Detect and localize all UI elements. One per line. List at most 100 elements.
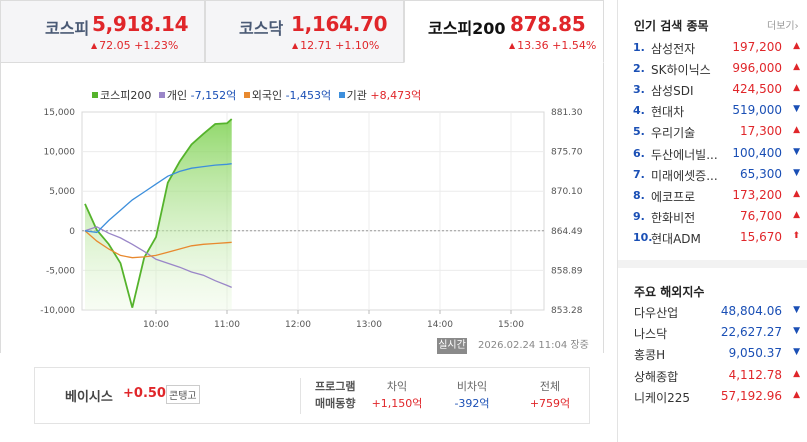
stock-price: 996,000 xyxy=(732,61,782,76)
rank-number: 10. xyxy=(633,230,653,244)
popular-item[interactable]: 6. 두산에너빌... 100,400 ▼ xyxy=(618,144,807,165)
legend-foreign[interactable]: 외국인 -1,453억 xyxy=(243,89,331,102)
legend-individual[interactable]: 개인 -7,152억 xyxy=(158,89,237,102)
stock-name[interactable]: 현대ADM xyxy=(651,231,701,246)
stock-name[interactable]: SK하이닉스 xyxy=(651,63,711,78)
tab-kosdaq[interactable]: 코스닥 1,164.70 ▲ 12.71 +1.10% xyxy=(205,0,404,63)
timestamp: 2026.02.24 11:04 장중 xyxy=(478,340,589,351)
legend-kospi200-name: 코스피200 xyxy=(100,89,152,102)
overseas-title: 주요 해외지수 xyxy=(634,285,705,299)
overseas-item[interactable]: 다우산업 48,804.06 ▼ xyxy=(618,302,807,323)
index-price: 9,050.37 xyxy=(728,346,782,361)
popular-item[interactable]: 5. 우리기술 17,300 ▲ xyxy=(618,122,807,143)
basis-label: 베이시스 xyxy=(65,390,113,405)
up-triangle-icon: ▲ xyxy=(793,209,800,220)
legend-institution-value: +8,473억 xyxy=(370,89,422,102)
rank-number: 8. xyxy=(633,188,645,202)
up-triangle-icon: ▲ xyxy=(793,188,800,199)
popular-item[interactable]: 10. 현대ADM 15,670 ⬆ xyxy=(618,228,807,249)
index-name: 다우산업 xyxy=(634,306,679,320)
down-triangle-icon: ▼ xyxy=(793,104,800,115)
tab-kospi-pct: +1.23% xyxy=(134,39,179,52)
stock-name[interactable]: 우리기술 xyxy=(651,126,696,141)
up-triangle-icon: ▲ xyxy=(91,41,98,50)
tab-kospi200-change: ▲ 13.36 +1.54% xyxy=(509,39,596,52)
left-tick-label: -5,000 xyxy=(46,266,75,276)
legend-swatch xyxy=(92,92,98,98)
program-label-line1: 프로그램 xyxy=(315,380,356,393)
left-tick-label: 15,000 xyxy=(44,108,76,118)
stock-name[interactable]: 삼성전자 xyxy=(651,42,696,56)
legend-institution[interactable]: 기관 +8,473억 xyxy=(338,89,422,102)
popular-item[interactable]: 9. 한화비전 76,700 ▲ xyxy=(618,207,807,228)
tab-kospi-change-value: 72.05 xyxy=(99,39,131,52)
tab-kospi-value: 5,918.14 xyxy=(92,12,189,36)
right-tick-label: 875.70 xyxy=(551,148,583,158)
tab-kospi[interactable]: 코스피 5,918.14 ▲ 72.05 +1.23% xyxy=(0,0,205,63)
chart-legend: 코스피200 개인 -7,152억 외국인 -1,453억 기관 +8,473억 xyxy=(92,87,425,103)
program-total-header: 전체 xyxy=(539,380,561,393)
up-triangle-icon: ▲ xyxy=(509,41,516,50)
legend-individual-value: -7,152억 xyxy=(190,89,237,102)
stock-name[interactable]: 미래에셋증... xyxy=(651,168,718,183)
realtime-label[interactable]: 실시간 xyxy=(437,338,467,354)
x-tick-label: 12:00 xyxy=(285,320,311,330)
stock-price: 173,200 xyxy=(732,187,782,202)
overseas-item[interactable]: 니케이225 57,192.96 ▲ xyxy=(618,387,807,408)
popular-item[interactable]: 2. SK하이닉스 996,000 ▲ xyxy=(618,59,807,80)
stock-name[interactable]: 두산에너빌... xyxy=(651,147,718,162)
up-triangle-icon: ▲ xyxy=(793,389,800,400)
rank-number: 9. xyxy=(633,209,645,223)
program-arbitrage-header: 차익 xyxy=(386,380,408,393)
index-price: 22,627.27 xyxy=(720,325,782,340)
program-label-line2: 매매동향 xyxy=(315,397,356,410)
overseas-item[interactable]: 상해종합 4,112.78 ▲ xyxy=(618,366,807,387)
popular-item[interactable]: 3. 삼성SDI 424,500 ▲ xyxy=(618,80,807,101)
more-link[interactable]: 더보기› xyxy=(767,17,799,32)
stock-name[interactable]: 삼성SDI xyxy=(651,84,694,99)
overseas-item[interactable]: 나스닥 22,627.27 ▼ xyxy=(618,323,807,344)
rank-number: 4. xyxy=(633,104,645,118)
tab-kospi200-value: 878.85 xyxy=(510,12,586,36)
x-tick-label: 11:00 xyxy=(214,320,240,330)
tab-kosdaq-value: 1,164.70 xyxy=(291,12,388,36)
legend-kospi200[interactable]: 코스피200 xyxy=(92,89,151,102)
tab-kospi200[interactable]: 코스피200 878.85 ▲ 13.36 +1.54% xyxy=(404,0,604,63)
individual-line xyxy=(84,226,232,288)
popular-item[interactable]: 8. 에코프로 173,200 ▲ xyxy=(618,186,807,207)
program-non-arbitrage: 비차익 -392억 xyxy=(437,378,507,412)
basis-box: 베이시스 +0.50 콘탱고 프로그램 매매동향 차익 +1,150억 비차익 -39… xyxy=(34,367,590,424)
rank-number: 5. xyxy=(633,125,645,139)
tab-kosdaq-name: 코스닥 xyxy=(239,19,284,38)
program-non-arbitrage-value: -392억 xyxy=(454,397,490,410)
stock-name[interactable]: 현대차 xyxy=(651,105,685,120)
popular-item[interactable]: 4. 현대차 519,000 ▼ xyxy=(618,101,807,122)
kospi200-area xyxy=(85,119,232,310)
institution-line xyxy=(84,163,232,234)
stock-name[interactable]: 한화비전 xyxy=(651,210,696,225)
up-triangle-icon: ▲ xyxy=(793,62,800,73)
legend-swatch xyxy=(158,92,165,98)
program-arbitrage-value: +1,150억 xyxy=(371,397,423,410)
up-triangle-icon: ▲ xyxy=(292,41,299,50)
rank-number: 1. xyxy=(633,41,645,54)
index-name: 상해종합 xyxy=(634,369,679,384)
left-tick-label: -10,000 xyxy=(40,306,75,316)
legend-foreign-name: 외국인 xyxy=(251,89,283,102)
right-tick-label: 870.10 xyxy=(551,187,583,197)
popular-item[interactable]: 1. 삼성전자 197,200 ▲ xyxy=(618,38,807,59)
tab-kospi200-pct: +1.54% xyxy=(552,39,597,52)
stock-price: 197,200 xyxy=(732,40,782,54)
stock-price: 15,670 xyxy=(740,229,782,244)
program-non-arbitrage-header: 비차익 xyxy=(456,380,488,393)
index-price: 57,192.96 xyxy=(720,388,782,403)
stock-name[interactable]: 에코프로 xyxy=(651,189,696,204)
stock-price: 65,300 xyxy=(740,166,782,181)
index-price: 48,804.06 xyxy=(720,304,782,318)
popular-item[interactable]: 7. 미래에셋증... 65,300 ▼ xyxy=(618,165,807,186)
legend-swatch xyxy=(243,92,250,98)
tab-kospi200-change-value: 13.36 xyxy=(517,39,549,52)
overseas-item[interactable]: 홍콩H 9,050.37 ▼ xyxy=(618,344,807,365)
stock-price: 424,500 xyxy=(732,82,782,97)
